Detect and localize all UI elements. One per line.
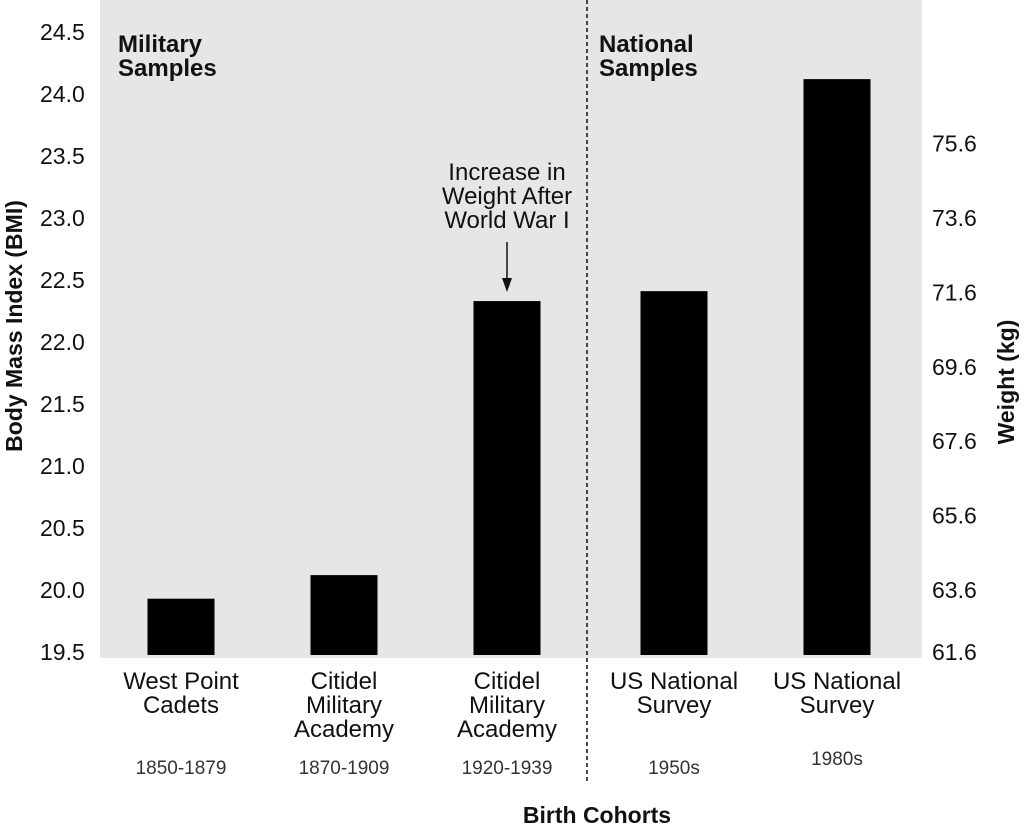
- category-label-1-line-1: West Point: [123, 668, 239, 695]
- y-tick-label-5: 21.5: [40, 391, 85, 417]
- group-label-1-line-2: Samples: [118, 55, 217, 82]
- y-tick-label-3: 20.5: [40, 515, 85, 541]
- y-tick-label-9: 23.5: [40, 143, 85, 169]
- annotation-arrow-head: [502, 278, 512, 292]
- group-label-1-line-1: Military: [118, 31, 203, 58]
- bar-3: [473, 301, 541, 655]
- category-label-1-line-2: Cadets: [143, 692, 219, 719]
- y2-axis-title: Weight (kg): [993, 320, 1019, 445]
- category-label-5-line-1: US National: [773, 668, 901, 695]
- category-label-2-line-3: Academy: [294, 716, 394, 743]
- annotation-line-1: Increase in: [448, 159, 565, 186]
- category-label-2-line-2: Military: [306, 692, 382, 719]
- category-label-3-line-2: Military: [469, 692, 545, 719]
- cohort-label-2: 1870-1909: [299, 758, 390, 779]
- category-label-3-line-3: Academy: [457, 716, 557, 743]
- cohort-label-4: 1950s: [648, 758, 700, 779]
- category-label-4-line-1: US National: [610, 668, 738, 695]
- bar-4: [640, 291, 708, 655]
- y-axis-title: Body Mass Index (BMI): [1, 200, 27, 452]
- y-tick-label-4: 21.0: [40, 453, 85, 479]
- group-label-2-line-1: National: [599, 31, 694, 58]
- y2-tick-label-4: 67.6: [932, 428, 977, 454]
- bar-2: [310, 575, 378, 655]
- category-label-3-line-1: Citidel: [474, 668, 541, 695]
- y-tick-label-6: 22.0: [40, 329, 85, 355]
- cohort-label-1: 1850-1879: [136, 758, 227, 779]
- group-label-2-line-2: Samples: [599, 55, 698, 82]
- y-tick-label-10: 24.0: [40, 81, 85, 107]
- bar-5: [803, 79, 871, 656]
- y2-tick-label-1: 61.6: [932, 639, 977, 665]
- y2-tick-label-7: 73.6: [932, 205, 977, 231]
- y-tick-label-11: 24.5: [40, 19, 85, 45]
- y-tick-label-1: 19.5: [40, 639, 85, 665]
- x-axis-title: Birth Cohorts: [523, 802, 671, 828]
- y2-tick-label-3: 65.6: [932, 503, 977, 529]
- y2-tick-label-6: 71.6: [932, 279, 977, 305]
- y2-tick-label-8: 75.6: [932, 131, 977, 157]
- category-label-5-line-2: Survey: [800, 692, 875, 719]
- cohort-label-5: 1980s: [811, 749, 863, 770]
- y-tick-label-2: 20.0: [40, 577, 85, 603]
- y2-tick-label-5: 69.6: [932, 354, 977, 380]
- bar-1: [147, 598, 215, 655]
- category-label-2-line-1: Citidel: [311, 668, 378, 695]
- y-tick-label-7: 22.5: [40, 267, 85, 293]
- y2-tick-label-2: 63.6: [932, 577, 977, 603]
- cohort-label-3: 1920-1939: [462, 758, 553, 779]
- category-label-4-line-2: Survey: [637, 692, 712, 719]
- y-tick-label-8: 23.0: [40, 205, 85, 231]
- annotation-line-2: Weight After: [442, 183, 572, 210]
- annotation-line-3: World War I: [444, 207, 569, 234]
